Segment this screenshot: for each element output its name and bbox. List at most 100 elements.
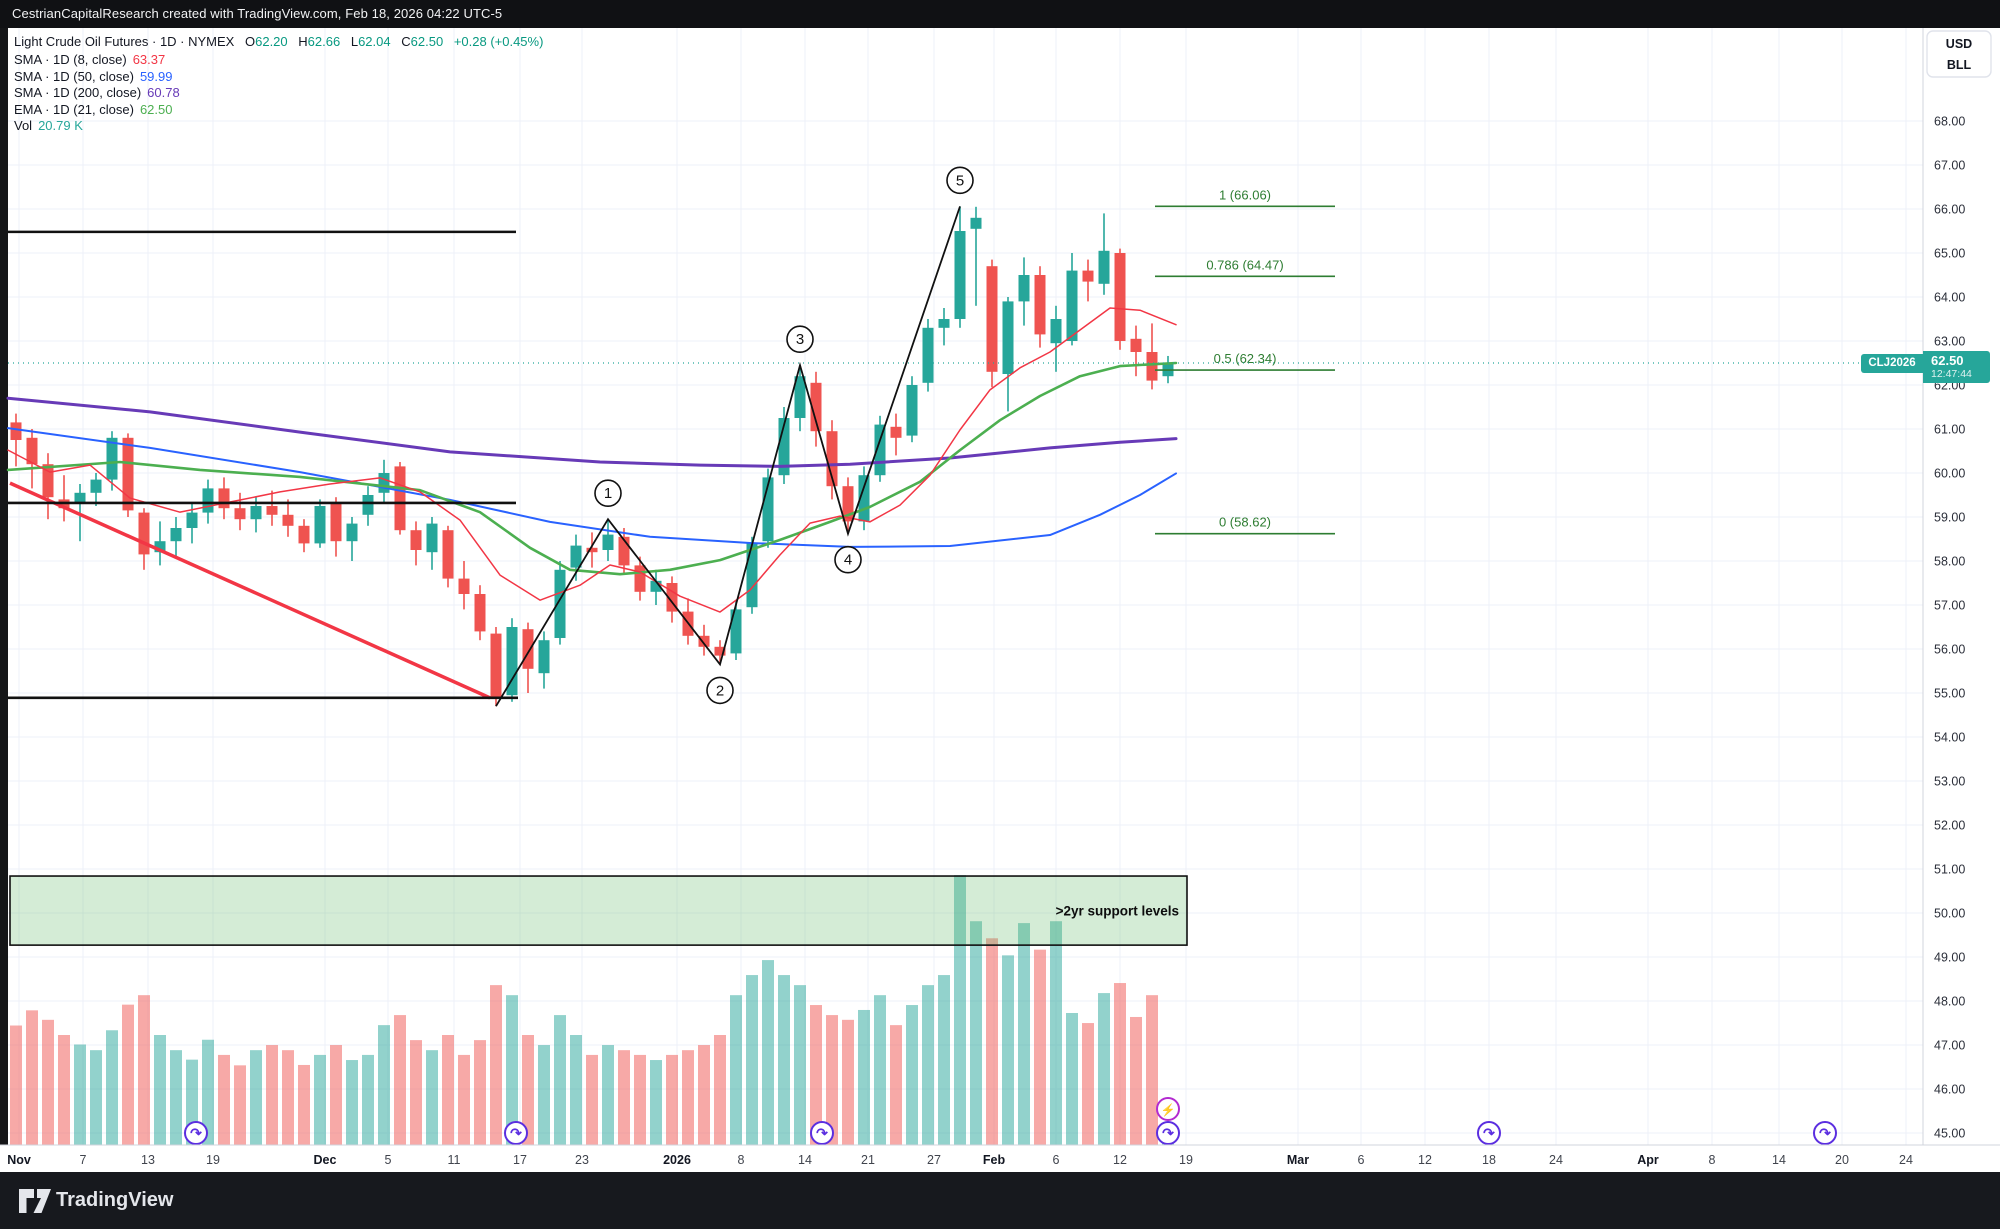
- volume-bar: [842, 1019, 854, 1145]
- candle-body: [442, 530, 454, 579]
- volume-bar: [42, 1019, 54, 1145]
- time-tick-label: 6: [1358, 1153, 1365, 1167]
- price-tick-label: 49.00: [1934, 951, 1965, 965]
- candle-body: [1018, 275, 1030, 302]
- candle-body: [298, 525, 310, 544]
- wave-circle: [834, 545, 862, 574]
- indicator-row-sma50[interactable]: SMA · 1D (50, close) 59.99: [14, 68, 173, 84]
- price-tick-label: 51.00: [1934, 863, 1965, 877]
- volume-bar: [810, 1005, 822, 1145]
- price-tick-label: 57.00: [1934, 599, 1965, 613]
- time-tick-label: 8: [738, 1153, 745, 1167]
- support-zone-label: >2yr support levels: [1056, 904, 1179, 919]
- candle-body: [154, 541, 166, 553]
- candle-body: [138, 512, 150, 555]
- candle-body: [938, 319, 950, 328]
- contract-rollover-icon[interactable]: ↷: [1813, 1121, 1837, 1145]
- volume-bar: [1018, 923, 1030, 1145]
- contract-rollover-icon[interactable]: ↷: [1156, 1121, 1180, 1145]
- contract-rollover-icon[interactable]: ↷: [504, 1121, 528, 1145]
- time-tick-label: 24: [1549, 1153, 1563, 1167]
- price-tick-label: 65.00: [1934, 247, 1965, 261]
- candle-body: [922, 327, 934, 383]
- window-edge: [0, 28, 8, 1145]
- tradingview-logo-icon[interactable]: [18, 1188, 52, 1214]
- candle-body: [618, 536, 630, 566]
- indicator-row-sma200[interactable]: SMA · 1D (200, close) 60.78: [14, 85, 180, 100]
- candle-body: [122, 437, 134, 511]
- candle-body: [1050, 319, 1062, 344]
- price-tick-label: 68.00: [1934, 115, 1965, 129]
- candle-body: [170, 528, 182, 542]
- ma-line-sma200[interactable]: [6, 396, 1178, 468]
- volume-bar: [1034, 949, 1046, 1145]
- volume-bar: [714, 1035, 726, 1145]
- time-axis[interactable]: Nov 7 13 19 Dec 5 11 17 23 2026 8 14 21 27 Feb 6 12 19 Mar…: [0, 1144, 2000, 1172]
- price-axis[interactable]: 45.00 46.00 47.00 48.00 49.00 50.00 51.00 52.00…: [1922, 28, 2000, 1172]
- contract-rollover-icon[interactable]: ↷: [1477, 1121, 1501, 1145]
- candle-body: [698, 635, 710, 647]
- ohlc-high: H62.66: [298, 34, 341, 49]
- contract-rollover-icon[interactable]: ↷: [184, 1121, 208, 1145]
- trendline-red[interactable]: [9, 481, 491, 700]
- time-tick-label: 6: [1053, 1153, 1060, 1167]
- price-tick-label: 58.00: [1934, 555, 1965, 569]
- volume-bar: [970, 921, 982, 1145]
- volume-bar: [10, 1025, 22, 1145]
- wave-number: 2: [716, 682, 724, 699]
- candle-body: [74, 492, 86, 504]
- ma-line-ema21[interactable]: [6, 361, 1178, 576]
- time-tick-label: 27: [927, 1153, 941, 1167]
- volume-bar: [986, 938, 998, 1145]
- candle-body: [458, 578, 470, 594]
- attribution-text: CestrianCapitalResearch created with Tra…: [12, 6, 503, 21]
- volume-bar: [394, 1015, 406, 1145]
- indicator-row-ema21[interactable]: EMA · 1D (21, close) 62.50: [14, 101, 173, 117]
- contract-rollover-icon[interactable]: ↷: [810, 1121, 834, 1145]
- indicator-row-volume[interactable]: Vol 20.79 K: [14, 118, 83, 133]
- time-tick-label: 19: [1179, 1153, 1193, 1167]
- time-tick-label: 2026: [663, 1153, 691, 1167]
- candle-body: [186, 512, 198, 528]
- candle-body: [474, 594, 486, 632]
- fib-retracement[interactable]: 1 (66.06) 0.786 (64.47) 0.5 (62.34) 0 (58.6…: [1155, 187, 1335, 535]
- ma-line-sma8[interactable]: [7, 307, 1177, 613]
- price-tick-label: 45.00: [1934, 1127, 1965, 1141]
- ma-line-sma50[interactable]: [7, 427, 1177, 548]
- time-tick-label: 20: [1835, 1153, 1849, 1167]
- candle-body: [970, 217, 982, 229]
- time-tick-label: Nov: [7, 1153, 31, 1167]
- time-tick-label: 23: [575, 1153, 589, 1167]
- volume-bar: [1146, 995, 1158, 1145]
- svg-text:↷: ↷: [1162, 1125, 1174, 1141]
- symbol-title-row[interactable]: Light Crude Oil Futures · 1D · NYMEX O62…: [14, 34, 543, 49]
- price-tick-label: 63.00: [1934, 335, 1965, 349]
- candle-body: [1002, 301, 1014, 374]
- volume-bar: [1114, 983, 1126, 1145]
- support-zone[interactable]: >2yr support levels: [9, 875, 1188, 946]
- wave-number: 5: [956, 172, 964, 189]
- candle-body: [650, 580, 662, 592]
- price-tick-label: 59.00: [1934, 511, 1965, 525]
- candle-body: [522, 629, 534, 669]
- event-flash-icon[interactable]: ⚡: [1156, 1097, 1180, 1121]
- elliott-wave[interactable]: 1 2 3 4 5: [495, 166, 974, 707]
- volume-bar: [234, 1065, 246, 1145]
- candle-body: [570, 545, 582, 568]
- candle-body: [1130, 338, 1142, 352]
- volume-bar: [890, 1025, 902, 1145]
- volume-bar: [506, 995, 518, 1145]
- volume-bar: [122, 1004, 134, 1145]
- volume-bar: [650, 1060, 662, 1145]
- wave-number: 1: [604, 485, 612, 502]
- volume-bar: [618, 1050, 630, 1145]
- volume-bar: [570, 1035, 582, 1145]
- candles: [10, 206, 1174, 707]
- volume-bar: [362, 1054, 374, 1145]
- candle-body: [826, 431, 838, 487]
- candle-body: [874, 424, 886, 476]
- volume-bar: [1002, 955, 1014, 1145]
- tradingview-wordmark[interactable]: TradingView: [56, 1189, 174, 1211]
- indicator-row-sma8[interactable]: SMA · 1D (8, close) 63.37: [14, 52, 166, 67]
